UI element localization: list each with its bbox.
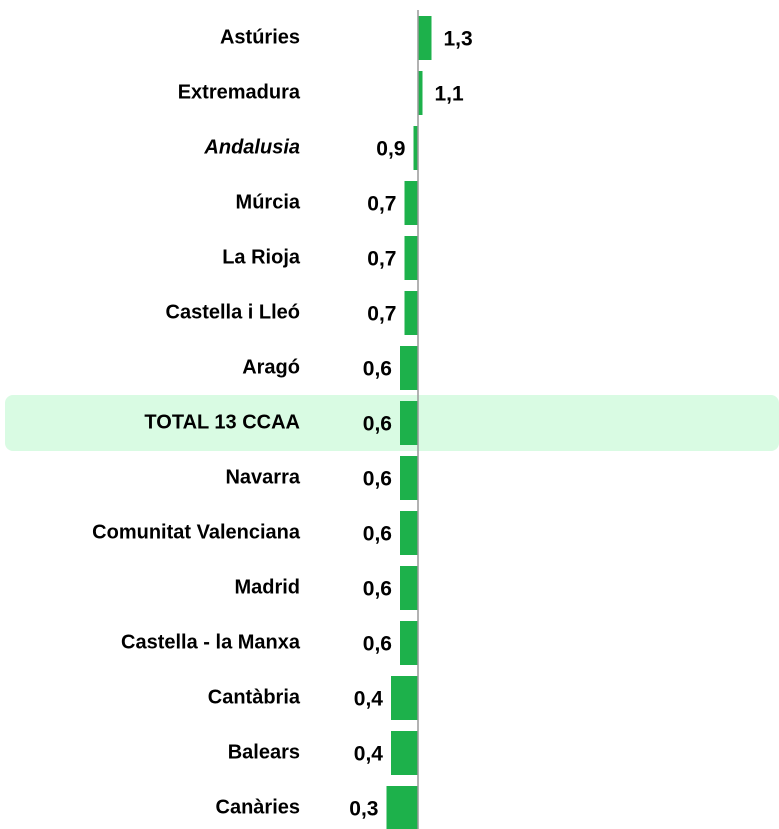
value-label: 1,3: [444, 28, 473, 51]
category-label: Navarra: [225, 466, 300, 488]
bar: [400, 621, 418, 665]
value-label: 0,6: [363, 523, 392, 546]
category-label: Múrcia: [236, 191, 301, 213]
value-label: 0,6: [363, 413, 392, 436]
value-label: 0,9: [376, 138, 405, 161]
value-label: 0,3: [349, 798, 378, 821]
category-label: Aragó: [242, 356, 300, 378]
value-label: 0,6: [363, 358, 392, 381]
category-label: La Rioja: [222, 246, 301, 268]
bar: [418, 16, 432, 60]
category-label: Cantàbria: [208, 686, 301, 708]
value-label: 0,4: [354, 743, 384, 766]
category-label: Astúries: [220, 26, 300, 48]
bar: [404, 236, 418, 280]
category-label: Castella i Lleó: [166, 301, 301, 323]
bar: [400, 401, 418, 445]
bar: [400, 346, 418, 390]
category-label: Madrid: [234, 576, 300, 598]
bar: [386, 786, 418, 829]
bar: [404, 181, 418, 225]
category-label: Balears: [228, 741, 300, 763]
category-label: Extremadura: [178, 81, 301, 103]
bar: [400, 456, 418, 500]
bar: [404, 291, 418, 335]
highlight-band: [5, 395, 779, 451]
value-label: 0,6: [363, 578, 392, 601]
category-label: Canàries: [216, 796, 301, 818]
value-label: 0,6: [363, 633, 392, 656]
value-label: 0,7: [367, 193, 396, 216]
category-label: TOTAL 13 CCAA: [144, 411, 300, 433]
bar: [413, 126, 418, 170]
value-label: 0,7: [367, 248, 396, 271]
bar: [391, 676, 418, 720]
value-label: 1,1: [435, 83, 465, 106]
bar: [391, 731, 418, 775]
value-label: 0,4: [354, 688, 384, 711]
bar: [400, 511, 418, 555]
value-label: 0,6: [363, 468, 392, 491]
bar: [418, 71, 423, 115]
category-label: Comunitat Valenciana: [92, 521, 301, 543]
category-label: Castella - la Manxa: [121, 631, 301, 653]
bar: [400, 566, 418, 610]
category-label: Andalusia: [203, 136, 300, 158]
value-label: 0,7: [367, 303, 396, 326]
